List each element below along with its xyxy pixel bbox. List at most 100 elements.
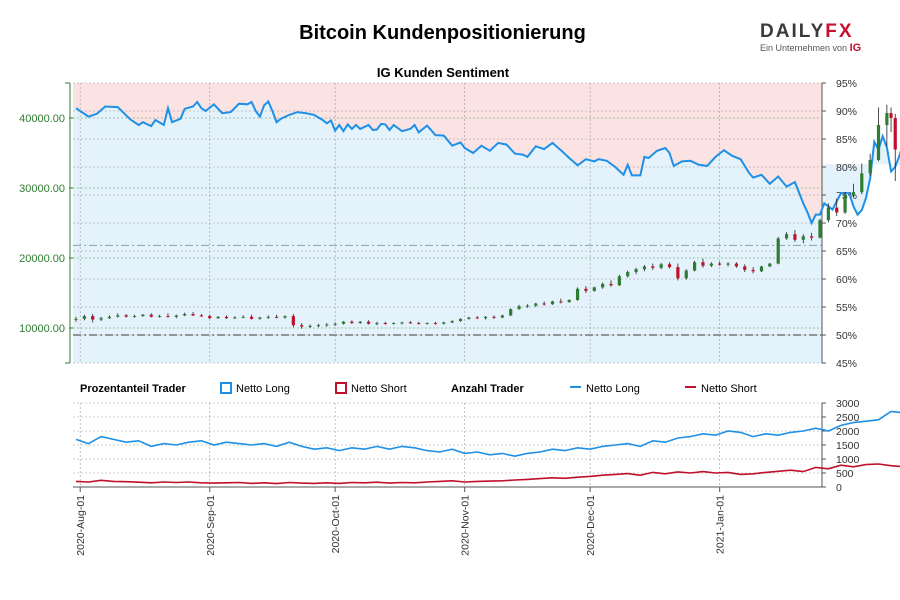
candle-body: [843, 195, 847, 213]
candle-body: [860, 173, 864, 193]
candle-body: [517, 306, 521, 310]
candle-body: [350, 321, 354, 324]
candle-body: [375, 323, 379, 325]
legend-label-long-percent: Netto Long: [236, 383, 290, 395]
sub-tick-label: 1500: [836, 440, 860, 452]
candle-body: [283, 316, 287, 318]
logo-subtitle: Ein Unternehmen von: [760, 43, 848, 53]
candle-body: [308, 325, 312, 327]
candle-body: [300, 325, 304, 327]
percent-tick-label: 55%: [836, 302, 857, 314]
candle-body: [149, 314, 153, 317]
percent-tick-label: 80%: [836, 162, 857, 174]
logo-ig: IG: [849, 42, 862, 54]
candle-body: [132, 316, 137, 318]
candle-body: [475, 317, 479, 319]
price-tick-label: 20000.00: [19, 253, 65, 265]
candle-body: [383, 323, 387, 325]
legend-heading-count: Anzahl Trader: [451, 383, 524, 395]
candle-body: [667, 264, 672, 268]
candle-body: [509, 309, 513, 316]
candle-body: [810, 236, 814, 238]
candle-body: [701, 262, 705, 266]
dailyfx-logo: DAILYFX Ein Unternehmen von IG: [760, 21, 870, 55]
price-tick-label: 10000.00: [19, 323, 65, 335]
legend-label-short-percent: Netto Short: [351, 383, 407, 395]
candle-body: [174, 315, 178, 317]
candle-body: [183, 314, 187, 316]
candle-body: [199, 315, 203, 317]
percent-tick-label: 50%: [836, 330, 857, 342]
candle-body: [642, 266, 647, 270]
candle-body: [266, 316, 270, 318]
candle-body: [157, 316, 162, 318]
percent-tick-label: 90%: [836, 106, 857, 118]
candle-body: [693, 262, 697, 271]
logo-brand-a: DAILY: [760, 21, 826, 42]
candle-body: [458, 318, 463, 321]
candle-body: [141, 314, 145, 317]
candle-body: [325, 324, 329, 326]
candle-body: [291, 316, 295, 326]
candle-body: [358, 321, 362, 324]
x-tick-label: 2021-Jan-01: [715, 495, 727, 554]
candle-body: [868, 160, 872, 174]
candle-body: [107, 316, 112, 319]
candle-body: [601, 283, 605, 288]
candle-body: [224, 316, 229, 319]
candle-body: [442, 322, 446, 324]
x-tick-label: 2020-Aug-01: [75, 495, 87, 556]
candle-body: [467, 317, 471, 319]
legend-swatch-short-box: [335, 382, 347, 394]
candle-body: [584, 288, 588, 291]
count-line-netto-short: [75, 463, 900, 485]
candle-body: [734, 263, 739, 267]
candle-body: [400, 322, 404, 324]
x-tick-label: 2020-Sep-01: [205, 495, 217, 556]
candle-body: [208, 316, 212, 319]
candle-body: [425, 323, 429, 325]
candle-body: [651, 266, 655, 268]
candle-body: [776, 238, 780, 264]
sub-tick-label: 2000: [836, 426, 860, 438]
candle-body: [793, 234, 797, 240]
candle-body: [408, 322, 412, 324]
candle-body: [534, 303, 538, 306]
percent-tick-label: 45%: [836, 358, 857, 370]
candle-body: [684, 270, 688, 279]
candle-body: [826, 207, 830, 221]
sub-tick-label: 3000: [836, 398, 860, 410]
candle-body: [609, 283, 613, 286]
price-tick-label: 40000.00: [19, 113, 65, 125]
candle-body: [550, 301, 555, 305]
percent-tick-label: 70%: [836, 218, 857, 230]
candle-body: [116, 315, 120, 317]
sub-tick-label: 500: [836, 468, 854, 480]
legend-label-short-count: Netto Short: [701, 383, 757, 395]
candle-body: [743, 266, 747, 270]
candle-body: [893, 118, 897, 150]
candle-body: [525, 305, 530, 307]
candle-body: [500, 315, 504, 318]
candle-body: [801, 236, 805, 240]
candle-body: [768, 263, 772, 267]
x-tick-label: 2020-Oct-01: [330, 495, 342, 554]
sub-tick-label: 2500: [836, 412, 860, 424]
candle-body: [74, 318, 78, 320]
candle-body: [818, 220, 822, 238]
percent-tick-label: 85%: [836, 134, 857, 146]
candle-body: [626, 272, 630, 277]
candle-body: [709, 263, 713, 266]
candle-body: [82, 316, 86, 319]
percent-tick-label: 95%: [836, 78, 857, 90]
candle-body: [433, 323, 438, 325]
candle-body: [91, 316, 95, 320]
sub-tick-label: 0: [836, 482, 842, 494]
percent-tick-label: 60%: [836, 274, 857, 286]
candle-body: [492, 316, 496, 318]
legend-label-long-count: Netto Long: [586, 383, 640, 395]
count-line-netto-long: [75, 410, 900, 458]
candle-body: [166, 316, 170, 318]
candle-body: [216, 316, 220, 319]
